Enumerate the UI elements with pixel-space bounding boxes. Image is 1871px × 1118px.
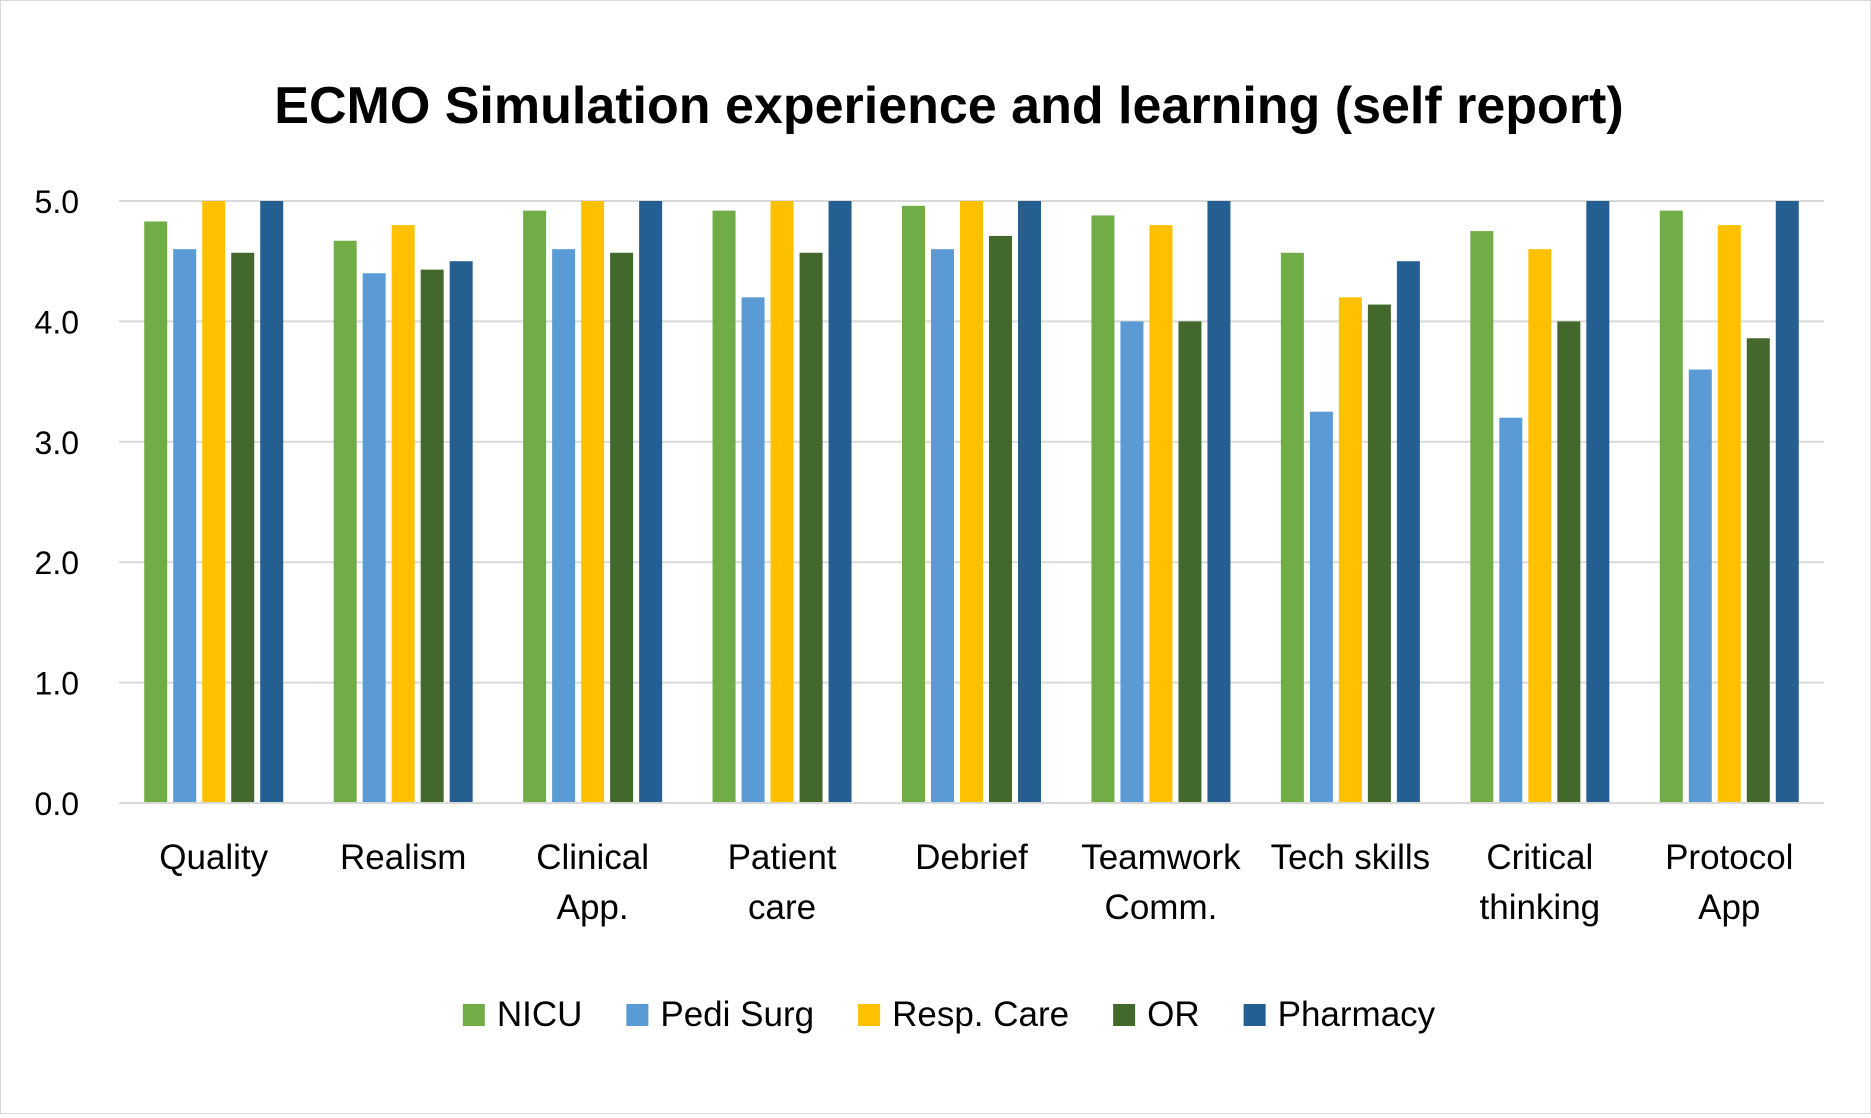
bar	[712, 210, 736, 803]
y-tick-label: 4.0	[35, 304, 79, 340]
legend-swatch	[462, 1004, 485, 1026]
legend: NICU Pedi Surg Resp. Care OR Pharmacy	[462, 995, 1436, 1034]
bars	[144, 201, 1799, 804]
legend-item: Pharmacy	[1243, 995, 1436, 1034]
x-tick-label: Critical	[1486, 838, 1593, 877]
bar	[1018, 201, 1041, 803]
bar	[1499, 417, 1523, 803]
bar	[1396, 261, 1420, 803]
legend-item: NICU	[462, 995, 583, 1034]
y-tick-label: 0.0	[35, 786, 79, 822]
chart-title: ECMO Simulation experience and learning …	[274, 77, 1623, 135]
bar	[1338, 297, 1362, 803]
bar	[610, 252, 634, 804]
legend-swatch	[626, 1004, 649, 1026]
bar	[552, 249, 576, 803]
bar	[741, 297, 765, 803]
x-tick-label: Comm.	[1105, 888, 1218, 927]
bar	[581, 201, 605, 803]
bar	[173, 249, 197, 803]
bar	[1207, 201, 1231, 803]
x-tick-label: Patient	[728, 838, 837, 877]
bar	[391, 225, 415, 803]
legend-label: OR	[1147, 995, 1200, 1034]
x-tick-label: Tech skills	[1271, 838, 1430, 877]
bar	[1746, 338, 1770, 803]
legend-swatch	[858, 1004, 881, 1026]
bar	[1178, 321, 1202, 803]
x-tick-label: App	[1698, 888, 1760, 927]
x-tick-label: Realism	[340, 838, 466, 877]
bar	[828, 201, 852, 803]
bar	[639, 201, 663, 803]
y-tick-label: 3.0	[35, 425, 79, 461]
bar	[960, 201, 983, 803]
bar	[902, 205, 925, 804]
bar	[333, 240, 357, 803]
bar	[144, 221, 168, 803]
x-axis-category-labels: Quality Realism Clinical App. Patient care Deb…	[159, 838, 1793, 927]
y-axis-tick-labels: 0.0 1.0 2.0 3.0 4.0 5.0	[35, 184, 79, 822]
bar	[1309, 411, 1333, 803]
bar	[1688, 369, 1712, 803]
bar	[770, 201, 794, 803]
legend-swatch	[1243, 1004, 1266, 1026]
bar	[202, 201, 226, 803]
bar	[799, 252, 823, 804]
bar	[420, 269, 444, 803]
bar	[449, 261, 473, 803]
y-tick-label: 1.0	[35, 666, 79, 702]
legend-label: Resp. Care	[892, 995, 1069, 1034]
legend-item: Resp. Care	[858, 995, 1069, 1034]
x-tick-label: care	[748, 888, 816, 927]
bar	[1120, 321, 1144, 803]
bar	[1470, 231, 1494, 804]
y-tick-label: 5.0	[35, 184, 79, 220]
bar	[362, 273, 386, 803]
bar	[1717, 225, 1741, 803]
bar	[1091, 215, 1115, 803]
x-tick-label: Protocol	[1665, 838, 1793, 877]
bar	[1280, 252, 1304, 804]
x-tick-label: thinking	[1480, 888, 1601, 927]
bar	[1659, 210, 1683, 803]
y-tick-label: 2.0	[35, 545, 79, 581]
bar	[1586, 201, 1610, 803]
bar	[1775, 201, 1799, 803]
bar	[1149, 225, 1173, 803]
x-tick-label: Quality	[159, 838, 268, 877]
bar	[989, 235, 1012, 803]
x-tick-label: Clinical	[536, 838, 649, 877]
legend-item: OR	[1113, 995, 1200, 1034]
legend-label: NICU	[497, 995, 583, 1034]
x-tick-label: App.	[557, 888, 629, 927]
bar	[1367, 304, 1391, 803]
bar	[523, 210, 547, 803]
legend-label: Pedi Surg	[660, 995, 814, 1034]
legend-swatch	[1113, 1004, 1136, 1026]
bar	[260, 201, 284, 803]
bar	[231, 252, 255, 804]
bar	[1528, 249, 1552, 803]
bar	[1557, 321, 1581, 803]
bar	[931, 249, 954, 803]
x-tick-label: Teamwork	[1081, 838, 1241, 877]
x-tick-label: Debrief	[915, 838, 1028, 877]
legend-label: Pharmacy	[1278, 995, 1436, 1034]
legend-item: Pedi Surg	[626, 995, 814, 1034]
